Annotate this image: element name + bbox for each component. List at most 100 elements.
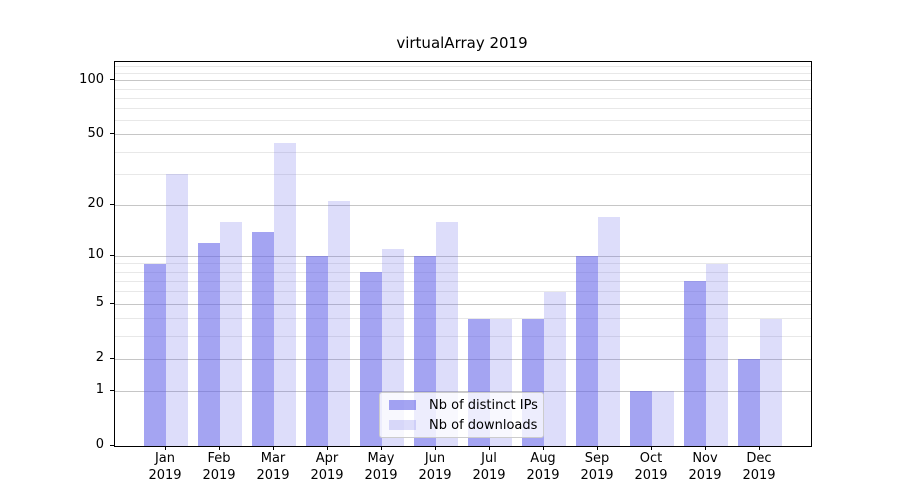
x-tick-aug bbox=[542, 446, 544, 450]
x-tick-label-oct: Oct 2019 bbox=[624, 450, 678, 484]
bar-downloads-oct bbox=[652, 391, 674, 446]
gridline-minor-60 bbox=[115, 120, 811, 122]
y-tick-1 bbox=[110, 389, 114, 391]
bar-ips-feb bbox=[198, 243, 220, 446]
bar-ips-jan bbox=[144, 263, 166, 446]
x-tick-label-year: 2019 bbox=[256, 468, 290, 483]
gridline-major-5 bbox=[115, 303, 811, 305]
legend: Nb of distinct IPs Nb of downloads bbox=[379, 392, 544, 438]
x-tick-label-year: 2019 bbox=[526, 468, 560, 483]
bar-ips-may bbox=[360, 272, 382, 446]
y-tick-20 bbox=[110, 203, 114, 205]
x-tick-label-year: 2019 bbox=[148, 468, 182, 483]
x-tick-label-year: 2019 bbox=[418, 468, 452, 483]
y-tick-100 bbox=[110, 79, 114, 81]
bar-downloads-dec bbox=[760, 318, 782, 446]
x-tick-jul bbox=[488, 446, 490, 450]
x-tick-label-may: May 2019 bbox=[354, 450, 408, 484]
gridline-minor-7 bbox=[115, 280, 811, 282]
bar-ips-apr bbox=[306, 256, 328, 446]
x-tick-label-aug: Aug 2019 bbox=[516, 450, 570, 484]
chart-title: virtualArray 2019 bbox=[396, 34, 528, 52]
gridline-minor-80 bbox=[115, 97, 811, 99]
gridline-minor-9 bbox=[115, 263, 811, 265]
gridline-minor-70 bbox=[115, 108, 811, 110]
gridline-minor-40 bbox=[115, 151, 811, 153]
y-tick-label-1: 1 bbox=[95, 382, 104, 398]
x-tick-label-jul: Jul 2019 bbox=[462, 450, 516, 484]
bar-downloads-aug bbox=[544, 291, 566, 446]
bar-downloads-nov bbox=[706, 263, 728, 446]
gridline-minor-8 bbox=[115, 271, 811, 273]
x-tick-label-nov: Nov 2019 bbox=[678, 450, 732, 484]
x-tick-label-year: 2019 bbox=[472, 468, 506, 483]
x-tick-label-year: 2019 bbox=[364, 468, 398, 483]
bar-downloads-jun bbox=[436, 221, 458, 446]
legend-item-distinct-ips: Nb of distinct IPs bbox=[389, 397, 538, 413]
x-tick-label-year: 2019 bbox=[742, 468, 776, 483]
y-tick-label-2: 2 bbox=[95, 350, 104, 366]
gridline-major-50 bbox=[115, 134, 811, 136]
x-tick-jan bbox=[164, 446, 166, 450]
x-tick-jun bbox=[434, 446, 436, 450]
y-tick-50 bbox=[110, 133, 114, 135]
x-tick-apr bbox=[326, 446, 328, 450]
x-tick-nov bbox=[704, 446, 706, 450]
y-tick-5 bbox=[110, 302, 114, 304]
x-tick-oct bbox=[650, 446, 652, 450]
x-tick-label-dec: Dec 2019 bbox=[732, 450, 786, 484]
gridline-minor-120 bbox=[115, 65, 811, 67]
gridline-minor-6 bbox=[115, 291, 811, 293]
gridline-minor-4 bbox=[115, 318, 811, 320]
x-tick-label-year: 2019 bbox=[634, 468, 668, 483]
bar-downloads-mar bbox=[274, 142, 296, 446]
plot-area bbox=[114, 61, 812, 447]
legend-swatch-downloads bbox=[389, 420, 416, 430]
x-tick-feb bbox=[218, 446, 220, 450]
x-tick-may bbox=[380, 446, 382, 450]
legend-label-distinct-ips: Nb of distinct IPs bbox=[429, 397, 538, 413]
legend-item-downloads: Nb of downloads bbox=[389, 417, 538, 433]
bar-downloads-jan bbox=[166, 174, 188, 446]
gridline-minor-30 bbox=[115, 173, 811, 175]
y-tick-0 bbox=[110, 444, 114, 446]
x-tick-label-jun: Jun 2019 bbox=[408, 450, 462, 484]
y-tick-2 bbox=[110, 357, 114, 359]
legend-swatch-distinct-ips bbox=[389, 400, 416, 410]
y-tick-label-20: 20 bbox=[87, 196, 104, 212]
x-tick-label-sep: Sep 2019 bbox=[570, 450, 624, 484]
bar-ips-dec bbox=[738, 359, 760, 446]
gridline-major-2 bbox=[115, 358, 811, 360]
bar-downloads-sep bbox=[598, 217, 620, 446]
bar-downloads-feb bbox=[220, 221, 242, 446]
gridline-minor-90 bbox=[115, 88, 811, 90]
y-tick-label-50: 50 bbox=[87, 125, 104, 141]
x-tick-label-year: 2019 bbox=[310, 468, 344, 483]
bar-ips-mar bbox=[252, 231, 274, 446]
bar-ips-nov bbox=[684, 281, 706, 446]
y-tick-label-0: 0 bbox=[95, 437, 104, 452]
y-tick-label-100: 100 bbox=[79, 71, 104, 87]
y-tick-label-10: 10 bbox=[87, 247, 104, 263]
y-tick-label-5: 5 bbox=[95, 295, 104, 311]
legend-label-downloads: Nb of downloads bbox=[429, 417, 538, 433]
x-tick-sep bbox=[596, 446, 598, 450]
gridline-major-10 bbox=[115, 255, 811, 257]
bar-ips-oct bbox=[630, 391, 652, 446]
x-tick-label-apr: Apr 2019 bbox=[300, 450, 354, 484]
gridline-major-20 bbox=[115, 204, 811, 206]
bar-ips-sep bbox=[576, 256, 598, 446]
x-tick-label-mar: Mar 2019 bbox=[246, 450, 300, 484]
y-tick-10 bbox=[110, 254, 114, 256]
gridline-major-100 bbox=[115, 80, 811, 82]
x-tick-dec bbox=[758, 446, 760, 450]
x-tick-label-jan: Jan 2019 bbox=[138, 450, 192, 484]
x-tick-mar bbox=[272, 446, 274, 450]
x-tick-label-year: 2019 bbox=[202, 468, 236, 483]
x-tick-label-year: 2019 bbox=[688, 468, 722, 483]
gridline-major-1 bbox=[115, 390, 811, 392]
gridline-minor-3 bbox=[115, 335, 811, 337]
x-tick-label-year: 2019 bbox=[580, 468, 614, 483]
gridline-minor-110 bbox=[115, 72, 811, 74]
